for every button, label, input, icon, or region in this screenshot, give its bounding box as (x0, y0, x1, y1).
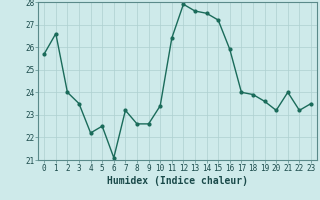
X-axis label: Humidex (Indice chaleur): Humidex (Indice chaleur) (107, 176, 248, 186)
